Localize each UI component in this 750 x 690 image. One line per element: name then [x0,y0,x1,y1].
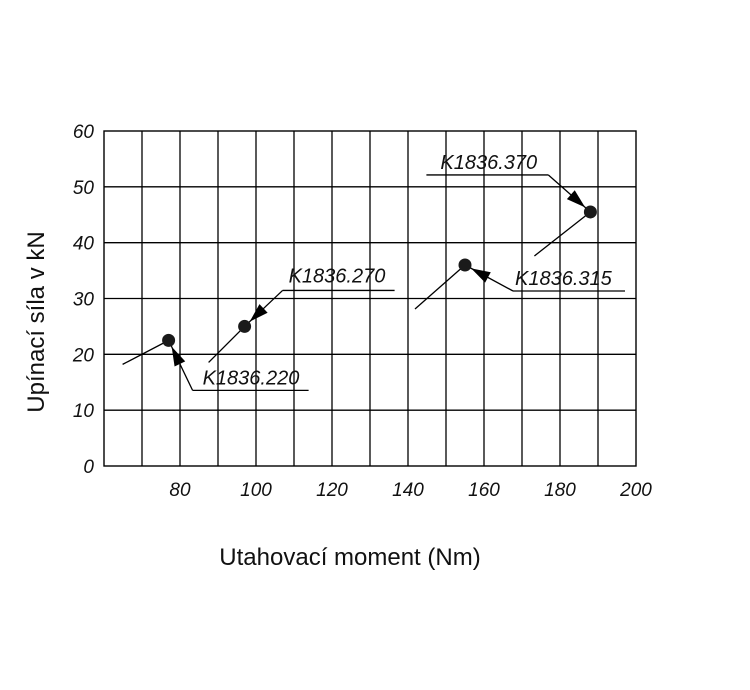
tick-labels: 80 100 120 140 160 180 200 0 10 20 30 40 50 60 [72,122,652,501]
data-label: K1836.270 [289,265,386,287]
grid [103,130,637,467]
x-tick-label: 140 [392,480,424,501]
callout-leader-line [122,339,169,365]
data-point [583,205,597,219]
x-axis-label: Utahovací moment (Nm) [219,544,480,571]
callout-arrowhead [566,190,586,208]
y-tick-label: 60 [73,122,95,143]
callout-leader-line [533,211,591,257]
x-tick-label: 80 [169,480,191,501]
data-point [458,258,472,272]
callout-leader-line [208,325,246,363]
callout-connectors: K1836.220 K1836.270 K1836.315 K1836.370 [122,152,625,392]
y-axis-label: Upínací síla v kN [23,231,50,412]
data-point [238,319,252,333]
y-tick-label: 0 [83,457,94,478]
y-tick-label: 20 [72,345,95,366]
x-tick-label: 200 [619,480,652,501]
data-label: K1836.370 [440,152,537,174]
x-tick-label: 120 [316,480,348,501]
y-tick-label: 40 [73,234,95,255]
callout-leader-line [414,264,466,310]
x-tick-label: 180 [544,480,576,501]
callout-arrowhead [471,268,491,283]
y-tick-label: 50 [73,178,95,199]
callout-arrowhead [171,346,186,367]
data-point [162,333,176,347]
callout-arrowhead [249,304,268,322]
y-tick-label: 30 [73,290,95,311]
data-label: K1836.315 [515,268,613,290]
x-tick-label: 160 [468,480,500,501]
data-points [162,205,597,347]
y-tick-label: 10 [73,401,95,422]
data-label: K1836.220 [203,367,300,389]
x-tick-label: 100 [240,480,272,501]
